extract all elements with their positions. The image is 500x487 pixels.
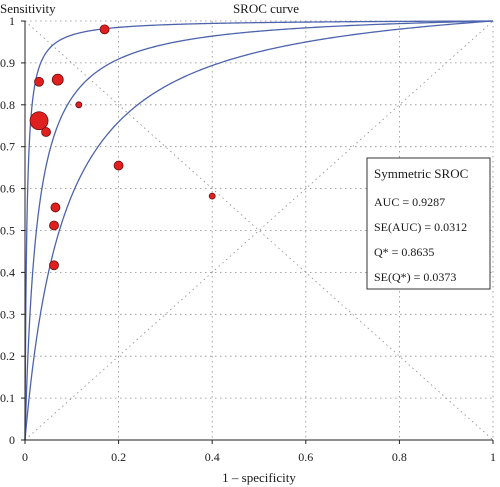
y-tick-label: 0.1 [0,391,15,405]
y-tick-label: 0.2 [0,349,15,363]
y-tick-label: 1 [9,14,15,28]
y-tick-label: 0.4 [0,265,15,279]
study-point [75,101,83,109]
y-tick-label: 0.3 [0,307,15,321]
study-point [50,202,61,213]
sroc-curve [24,20,494,441]
y-tick-label: 0.6 [0,182,15,196]
x-tick-label: 0.2 [111,450,126,464]
legend-frame [366,157,491,290]
sroc-curve [24,20,494,440]
x-tick-label: 1 [490,450,496,464]
study-point [113,160,124,171]
y-tick-label: 0 [9,433,15,447]
y-tick-label: 0.5 [0,224,15,238]
x-tick-label: 0 [22,450,28,464]
study-point [208,192,216,200]
legend-auc: AUC = 0.9287 [374,195,445,209]
study-point [99,24,110,35]
axes [21,20,494,444]
tick-labels: 0 0.2 0.4 0.6 0.8 1 0 0.1 0.2 0.3 0.4 0.5 0.6 0.7 0.8 0… [0,14,496,464]
legend-se-q-star: SE(Q*) = 0.0373 [374,270,456,284]
study-point [29,111,49,131]
x-axis-label: 1 – specificity [222,470,296,485]
y-tick-label: 0.7 [0,140,15,154]
y-tick-label: 0.9 [0,56,15,70]
study-points [29,24,216,271]
y-tick-label: 0.8 [0,98,15,112]
legend-se-auc: SE(AUC) = 0.0312 [374,220,467,234]
study-point [51,73,64,86]
legend-box: Symmetric SROC AUC = 0.9287 SE(AUC) = 0.… [366,157,491,290]
sroc-curve [24,20,494,440]
chart-title: SROC curve [233,1,299,16]
study-point [41,127,51,137]
study-point [34,76,44,87]
study-point [49,260,59,271]
legend-title: Symmetric SROC [374,166,468,181]
legend-q-star: Q* = 0.8635 [374,245,434,259]
x-tick-label: 0.6 [298,450,313,464]
y-axis-label: Sensitivity [0,1,56,16]
sroc-curves [24,20,494,441]
x-tick-label: 0.8 [392,450,407,464]
study-point [49,220,59,231]
x-tick-label: 0.4 [205,450,220,464]
